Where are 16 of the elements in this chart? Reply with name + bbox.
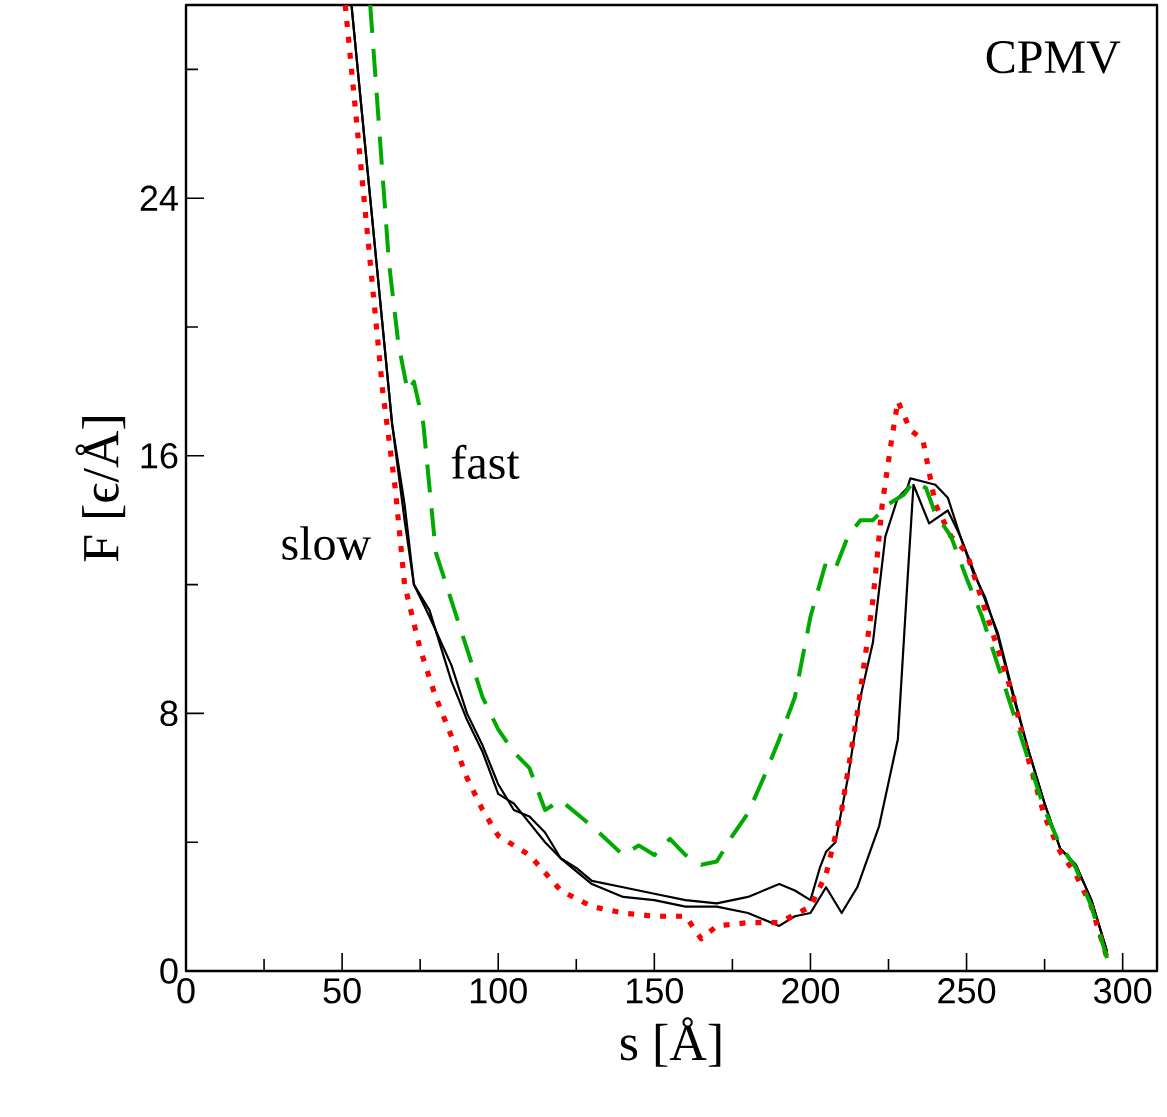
x-tick-label: 250: [938, 978, 996, 1004]
annotation: slow: [282, 526, 371, 560]
y-tick-label: 16: [141, 443, 178, 469]
x-tick-label: 300: [1094, 978, 1152, 1004]
annotation: fast: [451, 444, 520, 480]
y-tick-label: 24: [140, 185, 178, 211]
x-axis-title: s [Å]: [620, 1017, 721, 1067]
x-tick-label: 0: [177, 978, 195, 1004]
annotation: CPMV: [986, 41, 1121, 74]
x-tick-label: 200: [782, 978, 840, 1004]
y-axis-title: F [ϵ/Å]: [75, 417, 126, 562]
x-tick-label: 150: [627, 978, 683, 1004]
y-tick-label: 8: [160, 700, 178, 727]
x-tick-label: 100: [470, 978, 527, 1004]
x-tick-label: 50: [323, 978, 361, 1004]
y-tick-label: 0: [160, 958, 178, 984]
